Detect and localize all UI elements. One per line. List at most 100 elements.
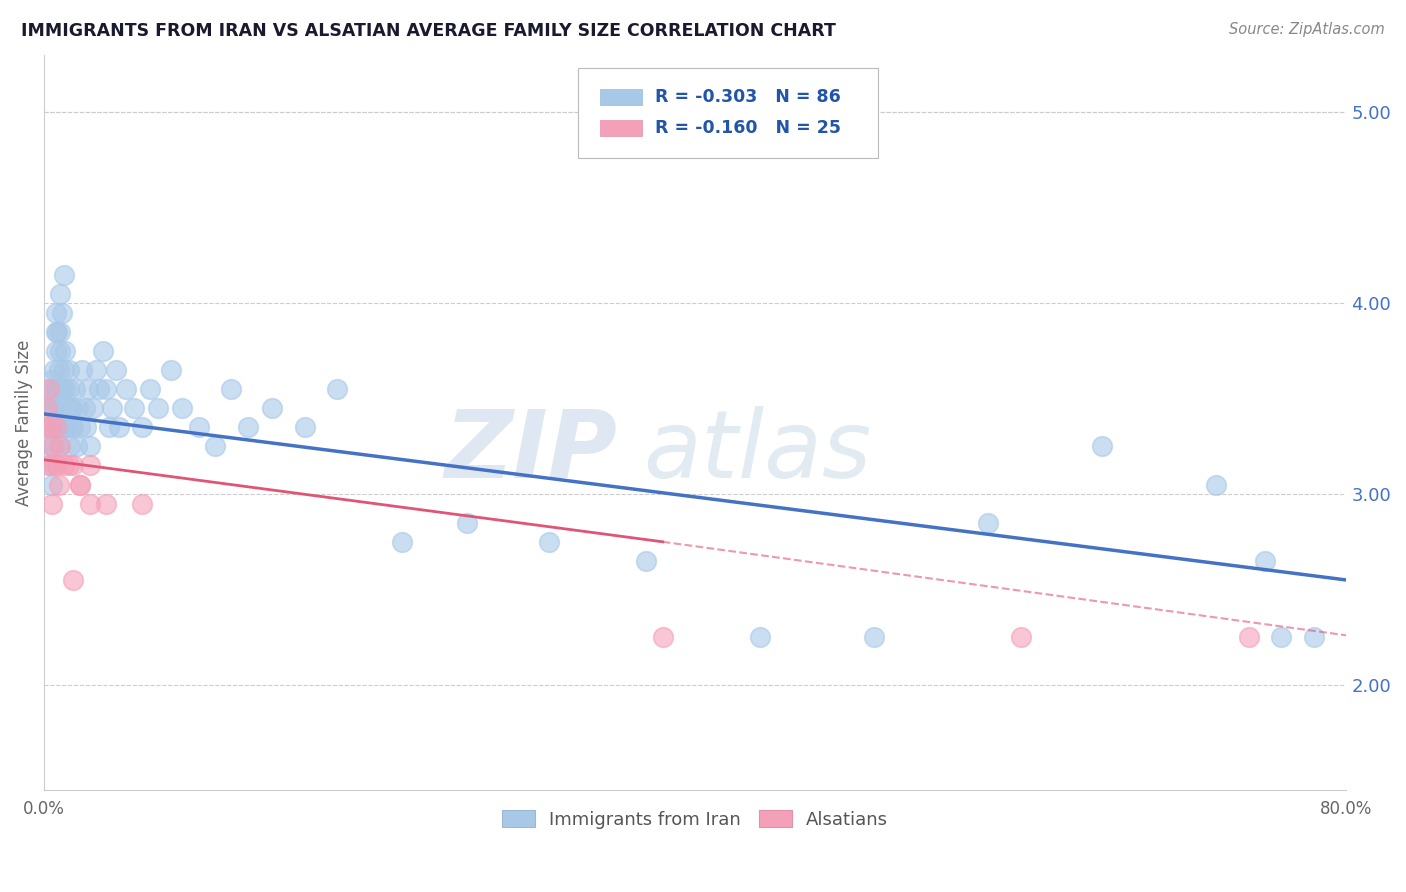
Text: R = -0.160   N = 25: R = -0.160 N = 25 — [655, 119, 841, 136]
Point — [49, 439, 72, 453]
Point — [49, 343, 72, 358]
Point — [70, 363, 93, 377]
FancyBboxPatch shape — [600, 120, 643, 136]
Point — [48, 477, 70, 491]
Point — [42, 401, 65, 416]
Point — [38, 458, 60, 473]
Point — [75, 420, 97, 434]
FancyBboxPatch shape — [600, 89, 643, 105]
Point — [58, 458, 80, 473]
Point — [58, 382, 80, 396]
Point — [39, 439, 62, 453]
Text: atlas: atlas — [643, 407, 872, 498]
Point — [187, 420, 209, 434]
Point — [1010, 630, 1032, 644]
Point — [48, 420, 70, 434]
Point — [69, 477, 91, 491]
Point — [77, 382, 100, 396]
Point — [69, 477, 91, 491]
Text: R = -0.303   N = 86: R = -0.303 N = 86 — [655, 88, 841, 106]
Point — [41, 420, 63, 434]
Point — [42, 439, 65, 453]
Point — [63, 382, 86, 396]
Point — [131, 497, 153, 511]
Point — [101, 401, 124, 416]
Point — [41, 477, 63, 491]
Point — [41, 497, 63, 511]
Point — [38, 392, 60, 406]
Point — [98, 420, 121, 434]
Text: IMMIGRANTS FROM IRAN VS ALSATIAN AVERAGE FAMILY SIZE CORRELATION CHART: IMMIGRANTS FROM IRAN VS ALSATIAN AVERAGE… — [21, 22, 837, 40]
Point — [44, 343, 66, 358]
Point — [49, 325, 72, 339]
Point — [52, 268, 75, 282]
Point — [104, 363, 127, 377]
Point — [73, 401, 96, 416]
Point — [44, 420, 66, 434]
Point — [221, 382, 243, 396]
Point — [38, 458, 60, 473]
Point — [41, 382, 63, 396]
Point — [456, 516, 478, 530]
Point — [1091, 439, 1114, 453]
Point — [294, 420, 316, 434]
Point — [67, 401, 90, 416]
Point — [39, 373, 62, 387]
Point — [38, 382, 60, 396]
Point — [863, 630, 886, 644]
Point — [35, 420, 58, 434]
Point — [84, 363, 107, 377]
Y-axis label: Average Family Size: Average Family Size — [15, 339, 32, 506]
Point — [391, 534, 413, 549]
Point — [79, 458, 101, 473]
Point — [44, 382, 66, 396]
Point — [236, 420, 259, 434]
Point — [46, 420, 69, 434]
FancyBboxPatch shape — [578, 69, 877, 158]
Point — [1302, 630, 1324, 644]
Point — [52, 420, 75, 434]
Point — [82, 401, 104, 416]
Point — [53, 382, 76, 396]
Point — [79, 439, 101, 453]
Point — [60, 401, 83, 416]
Point — [52, 458, 75, 473]
Legend: Immigrants from Iran, Alsatians: Immigrants from Iran, Alsatians — [495, 803, 896, 836]
Point — [56, 420, 79, 434]
Point — [131, 420, 153, 434]
Point — [537, 534, 560, 549]
Point — [260, 401, 283, 416]
Point — [37, 420, 59, 434]
Text: ZIP: ZIP — [444, 406, 617, 498]
Point — [91, 343, 114, 358]
Point — [62, 573, 84, 587]
Point — [1254, 554, 1277, 568]
Point — [114, 382, 136, 396]
Point — [1205, 477, 1227, 491]
Point — [41, 439, 63, 453]
Point — [326, 382, 349, 396]
Point — [49, 286, 72, 301]
Text: Source: ZipAtlas.com: Source: ZipAtlas.com — [1229, 22, 1385, 37]
Point — [59, 439, 82, 453]
Point — [42, 458, 65, 473]
Point — [44, 325, 66, 339]
Point — [749, 630, 772, 644]
Point — [89, 382, 111, 396]
Point — [58, 363, 80, 377]
Point — [108, 420, 131, 434]
Point — [69, 420, 91, 434]
Point — [48, 401, 70, 416]
Point — [94, 497, 117, 511]
Point — [122, 401, 145, 416]
Point — [651, 630, 673, 644]
Point — [48, 439, 70, 453]
Point — [46, 458, 69, 473]
Point — [56, 401, 79, 416]
Point — [37, 401, 59, 416]
Point — [60, 420, 83, 434]
Point — [59, 401, 82, 416]
Point — [636, 554, 658, 568]
Point — [139, 382, 162, 396]
Point — [44, 306, 66, 320]
